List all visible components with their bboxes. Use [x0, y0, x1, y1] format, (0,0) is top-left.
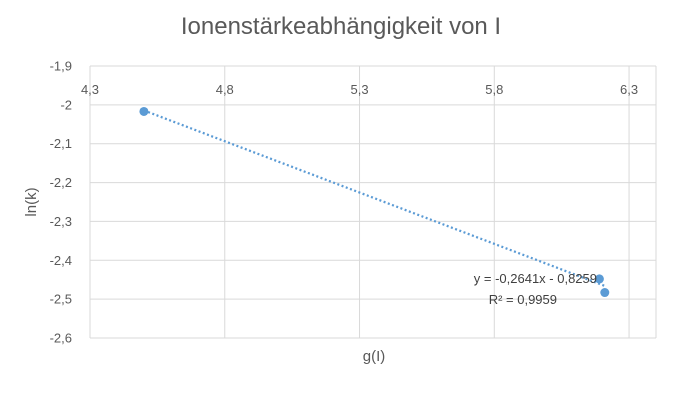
x-tick-label: 6,3	[620, 82, 638, 97]
data-point	[600, 288, 610, 298]
data-point	[594, 274, 604, 284]
x-tick-label: 5,8	[485, 82, 503, 97]
chart-title: Ionenstärkeabhängigkeit von I	[181, 13, 501, 40]
y-tick-label: -2,1	[50, 136, 72, 151]
x-tick-label: 4,3	[81, 82, 99, 97]
y-tick-label: -2,3	[50, 214, 72, 229]
trendline-group	[143, 109, 606, 287]
x-tick-labels: 4,3 4,8 5,3 5,8 6,3	[81, 82, 638, 97]
data-point	[139, 106, 149, 116]
grid-lines	[89, 65, 657, 339]
y-tick-label: -2	[60, 97, 72, 112]
x-tick-label: 4,8	[216, 82, 234, 97]
x-tick-label: 5,3	[350, 82, 368, 97]
y-tick-label: -1,9	[50, 59, 72, 74]
y-axis-label: ln(k)	[23, 187, 40, 216]
y-tick-labels: -1,9 -2 -2,1 -2,2 -2,3 -2,4 -2,5 -2,6	[50, 59, 72, 346]
x-axis-label: g(I)	[363, 348, 386, 365]
y-tick-label: -2,6	[50, 331, 72, 346]
y-tick-label: -2,2	[50, 175, 72, 190]
y-tick-label: -2,5	[50, 292, 72, 307]
trendline-equation: y = -0,2641x - 0,8259	[474, 271, 597, 286]
trendline	[143, 109, 606, 287]
y-tick-label: -2,4	[50, 253, 72, 268]
trendline-r-squared: R² = 0,9959	[489, 292, 557, 307]
data-points	[139, 106, 610, 298]
